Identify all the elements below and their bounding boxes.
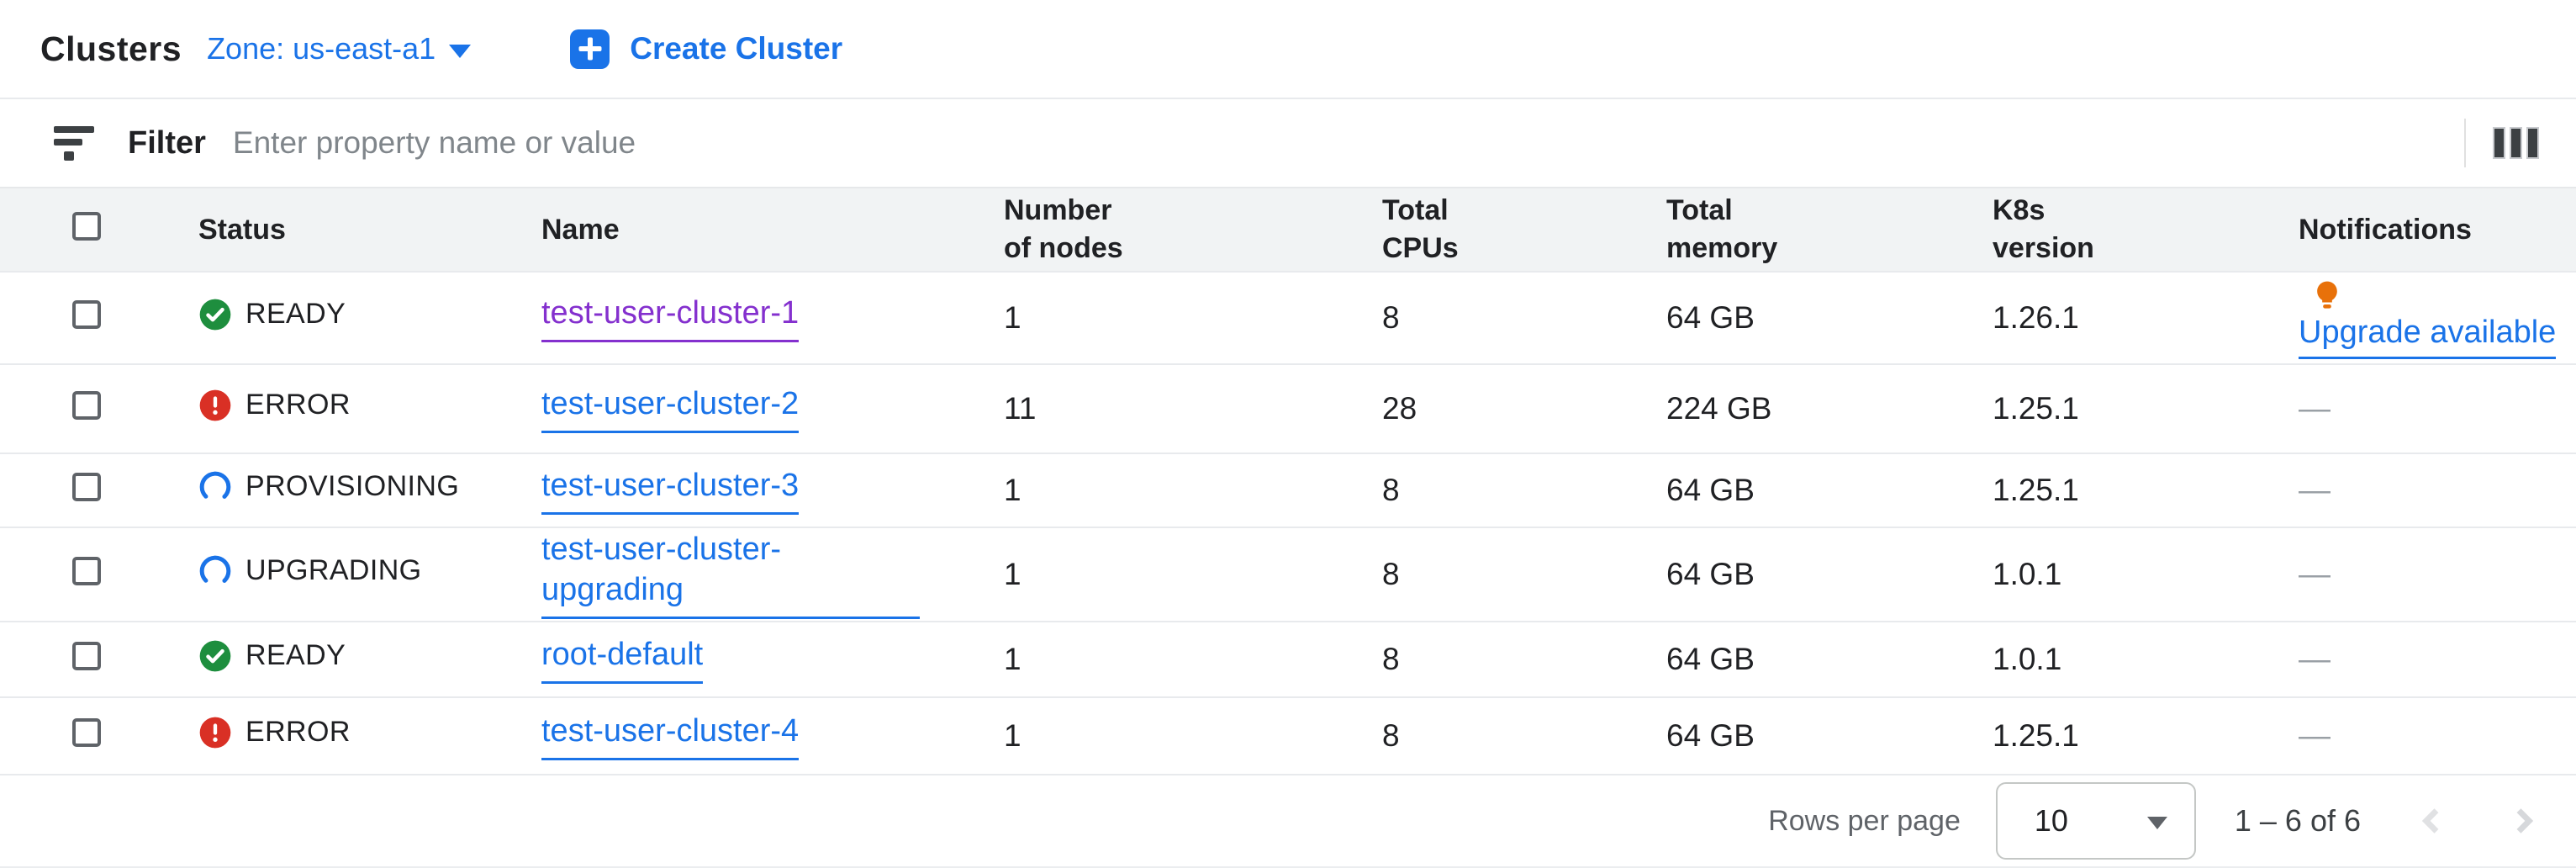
cluster-name-link[interactable]: test-user-cluster-2	[541, 384, 800, 434]
table-row: UPGRADING test-user-cluster-upgrading 1 …	[0, 527, 2576, 622]
nodes-cell: 11	[1004, 364, 1382, 454]
filter-label: Filter	[128, 124, 206, 161]
table-header-row: Status Name Number of nodes Total CPUs T…	[0, 187, 2576, 273]
next-page-button[interactable]	[2504, 802, 2542, 840]
error-status-icon	[199, 717, 231, 748]
cpus-cell: 8	[1382, 622, 1666, 698]
cluster-name-link[interactable]: test-user-cluster-3	[541, 466, 800, 516]
cluster-name-link[interactable]: test-user-cluster-1	[541, 294, 800, 343]
ready-status-icon	[199, 299, 231, 330]
nodes-cell: 1	[1004, 622, 1382, 698]
previous-page-button[interactable]	[2413, 802, 2452, 840]
k8s-version-cell: 1.26.1	[1993, 272, 2299, 365]
plus-icon	[570, 29, 610, 69]
zone-selector-label: Zone: us-east-a1	[207, 31, 436, 66]
status-label: PROVISIONING	[245, 470, 460, 502]
clusters-table: Status Name Number of nodes Total CPUs T…	[0, 187, 2576, 775]
k8s-version-cell: 1.25.1	[1993, 364, 2299, 454]
chevron-left-icon	[2421, 808, 2439, 834]
filter-input[interactable]	[230, 124, 2456, 161]
memory-cell: 224 GB	[1666, 364, 1993, 454]
row-checkbox[interactable]	[72, 717, 101, 747]
column-header-nodes: Number of nodes	[1004, 187, 1382, 273]
cluster-name-link[interactable]: test-user-cluster-upgrading	[541, 530, 920, 620]
memory-cell: 64 GB	[1666, 697, 1993, 775]
memory-cell: 64 GB	[1666, 272, 1993, 365]
create-cluster-button[interactable]: Create Cluster	[570, 29, 842, 69]
cpus-cell: 8	[1382, 697, 1666, 775]
select-all-checkbox[interactable]	[72, 211, 101, 241]
rows-per-page-value: 10	[2034, 803, 2068, 838]
filter-divider	[2464, 119, 2466, 167]
chevron-right-icon	[2516, 808, 2534, 834]
cluster-name-link[interactable]: root-default	[541, 635, 704, 685]
row-checkbox[interactable]	[72, 641, 101, 670]
column-header-status: Status	[198, 187, 541, 273]
status-label: READY	[245, 639, 346, 671]
page-header: Clusters Zone: us-east-a1 Create Cluster	[0, 0, 2576, 99]
row-checkbox[interactable]	[72, 299, 101, 329]
table-row: ERROR test-user-cluster-2 11 28 224 GB 1…	[0, 364, 2576, 454]
table-row: READY test-user-cluster-1 1 8 64 GB 1.26…	[0, 272, 2576, 365]
column-header-name: Name	[541, 187, 1004, 273]
nodes-cell: 1	[1004, 272, 1382, 365]
k8s-version-cell: 1.0.1	[1993, 527, 2299, 622]
column-header-notifications: Notifications	[2299, 187, 2576, 273]
k8s-version-cell: 1.25.1	[1993, 453, 2299, 528]
error-status-icon	[199, 389, 231, 421]
column-header-k8s-version: K8s version	[1993, 187, 2299, 273]
progress-status-icon	[199, 471, 231, 502]
nodes-cell: 1	[1004, 453, 1382, 528]
bulb-icon	[2317, 281, 2337, 309]
table-row: ERROR test-user-cluster-4 1 8 64 GB 1.25…	[0, 697, 2576, 775]
create-cluster-label: Create Cluster	[630, 31, 843, 66]
notification-dash: —	[2299, 390, 2331, 426]
notification-dash: —	[2299, 717, 2331, 754]
notification-dash: —	[2299, 472, 2331, 508]
status-label: ERROR	[245, 389, 351, 421]
status-label: ERROR	[245, 716, 351, 748]
ready-status-icon	[199, 640, 231, 671]
cpus-cell: 8	[1382, 453, 1666, 528]
rows-per-page-select[interactable]: 10	[1995, 782, 2196, 860]
page-title: Clusters	[40, 29, 182, 68]
column-header-cpus: Total CPUs	[1382, 187, 1666, 273]
nodes-cell: 1	[1004, 527, 1382, 622]
column-display-options-icon[interactable]	[2489, 124, 2542, 162]
row-checkbox[interactable]	[72, 556, 101, 585]
memory-cell: 64 GB	[1666, 453, 1993, 528]
table-row: READY root-default 1 8 64 GB 1.0.1 —	[0, 622, 2576, 698]
k8s-version-cell: 1.25.1	[1993, 697, 2299, 775]
page-range-label: 1 – 6 of 6	[2234, 803, 2361, 838]
nodes-cell: 1	[1004, 697, 1382, 775]
cluster-name-link[interactable]: test-user-cluster-4	[541, 712, 800, 761]
status-label: UPGRADING	[245, 554, 422, 586]
notification-dash: —	[2299, 556, 2331, 592]
memory-cell: 64 GB	[1666, 622, 1993, 698]
status-label: READY	[245, 298, 346, 330]
k8s-version-cell: 1.0.1	[1993, 622, 2299, 698]
table-row: PROVISIONING test-user-cluster-3 1 8 64 …	[0, 453, 2576, 528]
filter-bar: Filter	[0, 99, 2576, 187]
progress-status-icon	[199, 555, 231, 586]
notification-dash: —	[2299, 641, 2331, 677]
row-checkbox[interactable]	[72, 472, 101, 501]
rows-per-page-label: Rows per page	[1768, 804, 1961, 837]
column-header-memory: Total memory	[1666, 187, 1993, 273]
zone-caret-icon	[449, 45, 472, 58]
upgrade-available-link[interactable]: Upgrade available	[2299, 315, 2557, 359]
filter-icon	[54, 124, 94, 162]
cpus-cell: 8	[1382, 272, 1666, 365]
select-caret-icon	[2146, 816, 2167, 829]
cpus-cell: 8	[1382, 527, 1666, 622]
cpus-cell: 28	[1382, 364, 1666, 454]
memory-cell: 64 GB	[1666, 527, 1993, 622]
pagination-footer: Rows per page 10 1 – 6 of 6	[0, 775, 2576, 868]
row-checkbox[interactable]	[72, 390, 101, 420]
zone-selector[interactable]: Zone: us-east-a1	[207, 31, 472, 66]
